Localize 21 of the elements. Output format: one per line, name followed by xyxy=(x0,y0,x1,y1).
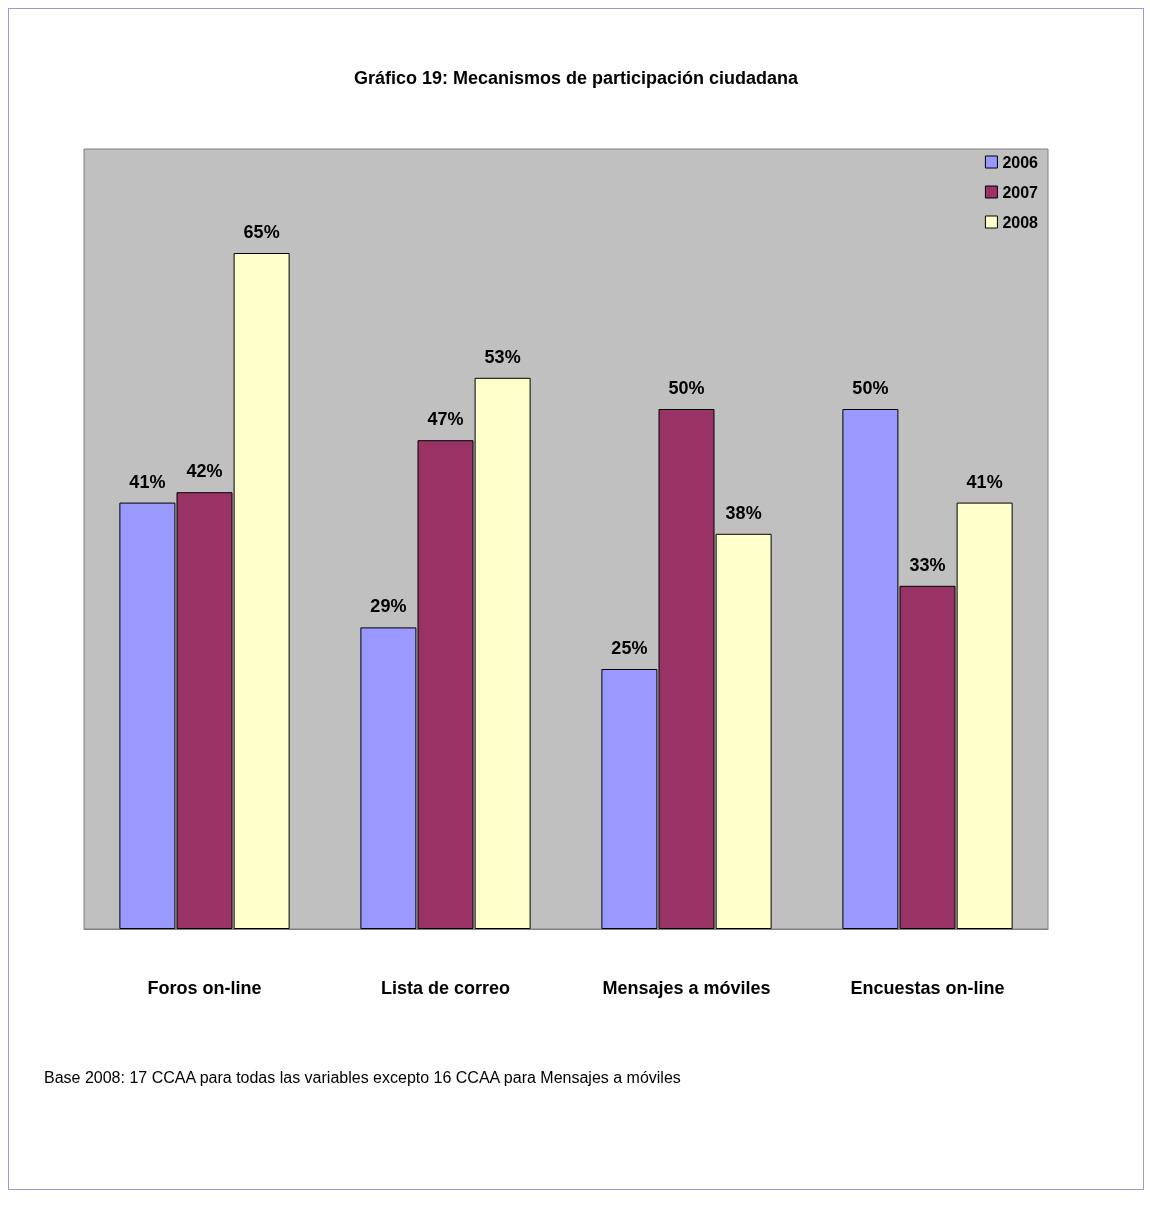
data-label: 50% xyxy=(852,378,889,398)
data-label: 25% xyxy=(611,638,648,658)
data-label: 29% xyxy=(370,596,407,617)
text: Base 2008: 17 CCAA para todas las variables excepto 16 CCAA para Mensajes a móviles xyxy=(44,1068,681,1086)
legend-label: 2006 xyxy=(1002,153,1039,171)
data-label: 65% xyxy=(243,222,280,242)
data-label: 41% xyxy=(966,471,1003,492)
data-label: 53% xyxy=(484,346,521,367)
x-tick-label: Lista de correo xyxy=(380,978,511,998)
chart-title: Gráfico 19: Mecanismos de participación ciudadana xyxy=(353,68,800,88)
x-tick-label: Mensajes a móviles xyxy=(602,978,771,998)
legend-label: 2007 xyxy=(1002,183,1039,201)
data-label: 42% xyxy=(186,461,223,482)
data-label: 41% xyxy=(129,471,166,492)
data-label: 33% xyxy=(909,554,946,575)
x-tick-label: Foros on-line xyxy=(147,978,262,998)
x-tick-label: Encuestas on-line xyxy=(850,978,1005,998)
data-label: 38% xyxy=(725,502,762,523)
data-label: 50% xyxy=(668,378,705,398)
data-label: 47% xyxy=(427,409,464,430)
legend-label: 2008 xyxy=(1002,213,1039,231)
